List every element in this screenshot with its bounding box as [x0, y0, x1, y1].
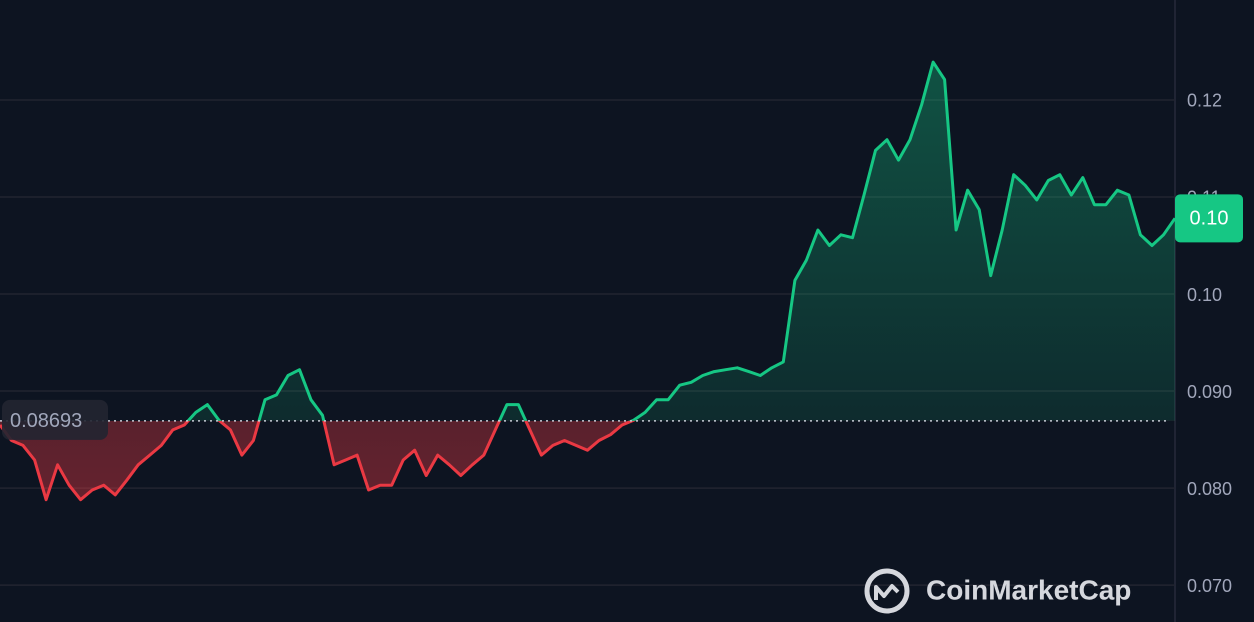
- area-up: [188, 62, 1175, 421]
- y-tick-label: 0.090: [1187, 382, 1232, 402]
- logo-ring: [864, 568, 910, 614]
- baseline-label-box: [2, 399, 108, 440]
- y-tick-label: 0.070: [1187, 576, 1232, 596]
- watermark: CoinMarketCap: [864, 568, 1131, 614]
- y-tick-label: 0.12: [1187, 91, 1222, 111]
- baseline-label: 0.08693: [10, 410, 82, 432]
- watermark-text: CoinMarketCap: [926, 574, 1131, 605]
- y-tick-label: 0.080: [1187, 479, 1232, 499]
- current-price-badge: [1175, 194, 1243, 243]
- line-up: [186, 60, 1175, 421]
- logo-mark: [874, 584, 900, 600]
- current-price-label: 0.10: [1190, 208, 1229, 230]
- y-tick-label: 0.10: [1187, 285, 1222, 305]
- line-down: [0, 420, 636, 502]
